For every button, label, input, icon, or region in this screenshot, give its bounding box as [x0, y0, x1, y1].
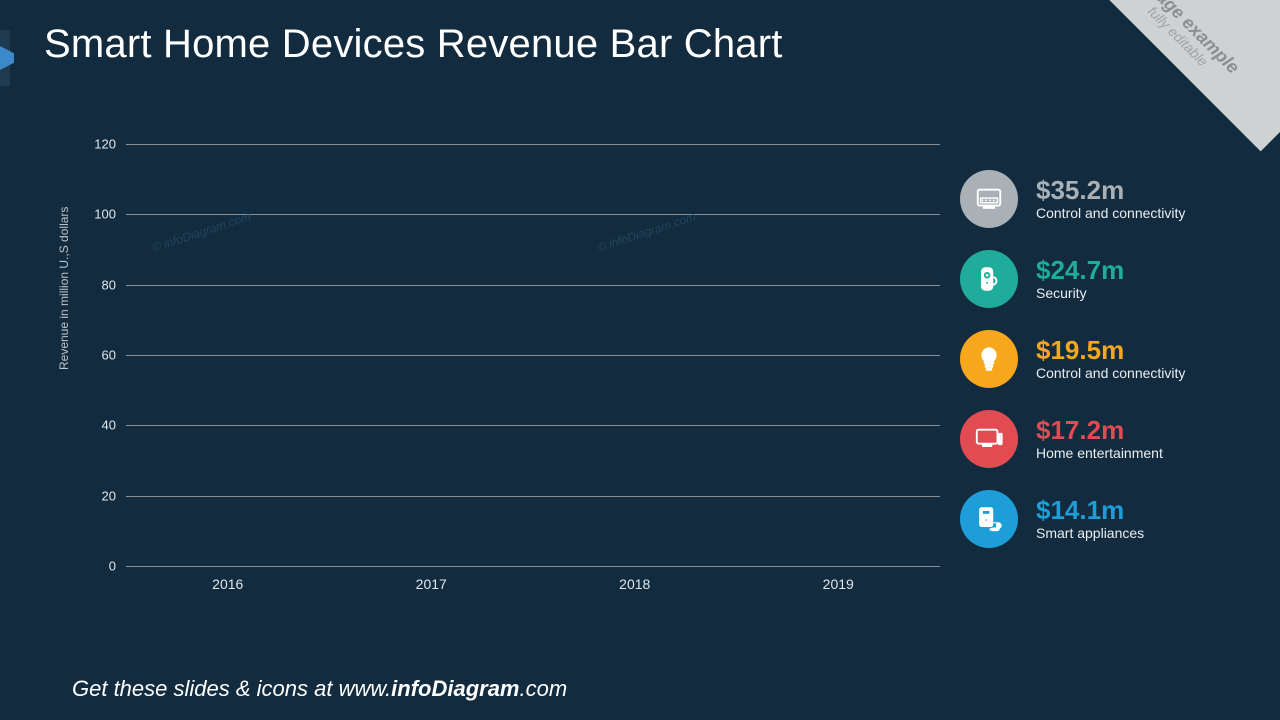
- x-tick: 2017: [330, 576, 534, 592]
- appliance-icon: [960, 490, 1018, 548]
- y-tick: 100: [94, 207, 116, 222]
- legend-label: Security: [1036, 285, 1124, 301]
- legend-panel: $35.2mControl and connectivity$24.7mSecu…: [960, 170, 1240, 548]
- legend-text: $17.2mHome entertainment: [1036, 417, 1163, 460]
- y-axis-label: Revenue in million U.,S dollars: [57, 207, 71, 370]
- page-title: Smart Home Devices Revenue Bar Chart: [44, 22, 783, 67]
- legend-value: $24.7m: [1036, 257, 1124, 284]
- lock-icon: [960, 250, 1018, 308]
- usage-example-ribbon: Usage example fully editable: [1063, 0, 1280, 151]
- bulb-icon: [960, 330, 1018, 388]
- gridline: [126, 144, 940, 145]
- legend-item-panel: $35.2mControl and connectivity: [960, 170, 1240, 228]
- gridline: [126, 285, 940, 286]
- footer-prefix: Get these slides & icons at: [72, 676, 339, 701]
- y-tick: 20: [102, 488, 116, 503]
- legend-text: $24.7mSecurity: [1036, 257, 1124, 300]
- legend-label: Smart appliances: [1036, 525, 1144, 541]
- footer-brand-pre: www.: [339, 676, 392, 701]
- y-tick: 60: [102, 348, 116, 363]
- tv-icon: [960, 410, 1018, 468]
- legend-item-bulb: $19.5mControl and connectivity: [960, 330, 1240, 388]
- y-tick: 80: [102, 277, 116, 292]
- footer-brand-bold: infoDiagram: [391, 676, 519, 701]
- x-tick: 2018: [533, 576, 737, 592]
- legend-item-tv: $17.2mHome entertainment: [960, 410, 1240, 468]
- gridline: [126, 355, 940, 356]
- y-tick: 120: [94, 137, 116, 152]
- x-tick: 2016: [126, 576, 330, 592]
- gridline: [126, 425, 940, 426]
- legend-value: $14.1m: [1036, 497, 1144, 524]
- legend-label: Control and connectivity: [1036, 205, 1185, 221]
- footer-text: Get these slides & icons at www.infoDiag…: [72, 676, 567, 702]
- legend-value: $17.2m: [1036, 417, 1163, 444]
- legend-value: $35.2m: [1036, 177, 1185, 204]
- chart-plot-area: 0204060801001202016201720182019: [126, 144, 940, 566]
- legend-item-appliance: $14.1mSmart appliances: [960, 490, 1240, 548]
- legend-label: Control and connectivity: [1036, 365, 1185, 381]
- y-tick: 0: [109, 559, 116, 574]
- panel-icon: [960, 170, 1018, 228]
- legend-text: $14.1mSmart appliances: [1036, 497, 1144, 540]
- legend-text: $19.5mControl and connectivity: [1036, 337, 1185, 380]
- legend-label: Home entertainment: [1036, 445, 1163, 461]
- gridline: [126, 214, 940, 215]
- legend-value: $19.5m: [1036, 337, 1185, 364]
- gridline: [126, 496, 940, 497]
- gridline: [126, 566, 940, 567]
- legend-item-lock: $24.7mSecurity: [960, 250, 1240, 308]
- y-tick: 40: [102, 418, 116, 433]
- revenue-chart: Revenue in million U.,S dollars 02040608…: [70, 130, 940, 610]
- footer-brand-post: .com: [520, 676, 568, 701]
- x-tick: 2019: [737, 576, 941, 592]
- legend-text: $35.2mControl and connectivity: [1036, 177, 1185, 220]
